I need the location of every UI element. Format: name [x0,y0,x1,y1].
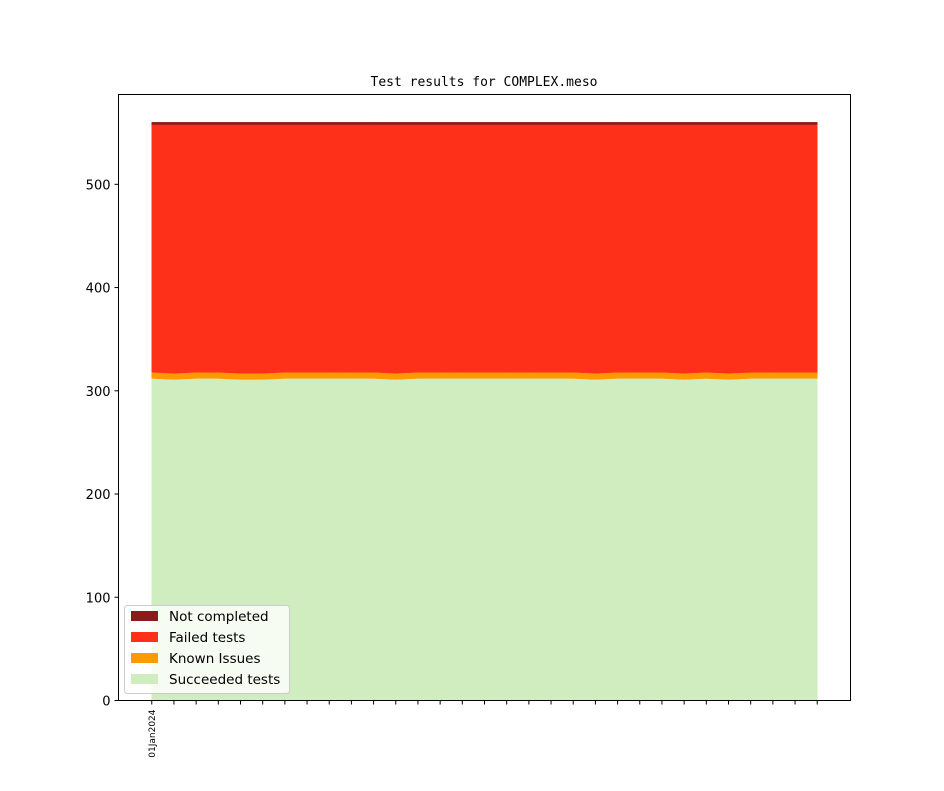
legend-box [124,605,290,694]
legend-label: Known Issues [169,651,261,667]
y-tick-label: 100 [86,591,111,606]
legend-label: Succeeded tests [169,672,280,688]
y-tick-label: 0 [102,695,110,710]
legend: Not completed Failed tests Known Issues Suc… [124,605,290,694]
x-tick-label: 01Jan2024 [148,709,158,758]
y-tick-label: 200 [86,488,111,503]
legend-label: Failed tests [169,630,245,646]
legend-swatch [131,611,158,621]
area-not-completed [151,122,818,125]
area-failed-tests [151,124,818,374]
y-tick-label: 400 [86,282,111,297]
legend-label: Not completed [169,609,269,625]
legend-swatch [131,674,158,684]
y-tick-label: 300 [86,385,111,400]
y-tick-label: 500 [86,178,111,193]
chart-title: Test results for COMPLEX.meso [371,75,598,90]
legend-swatch [131,632,158,642]
legend-swatch [131,653,158,663]
